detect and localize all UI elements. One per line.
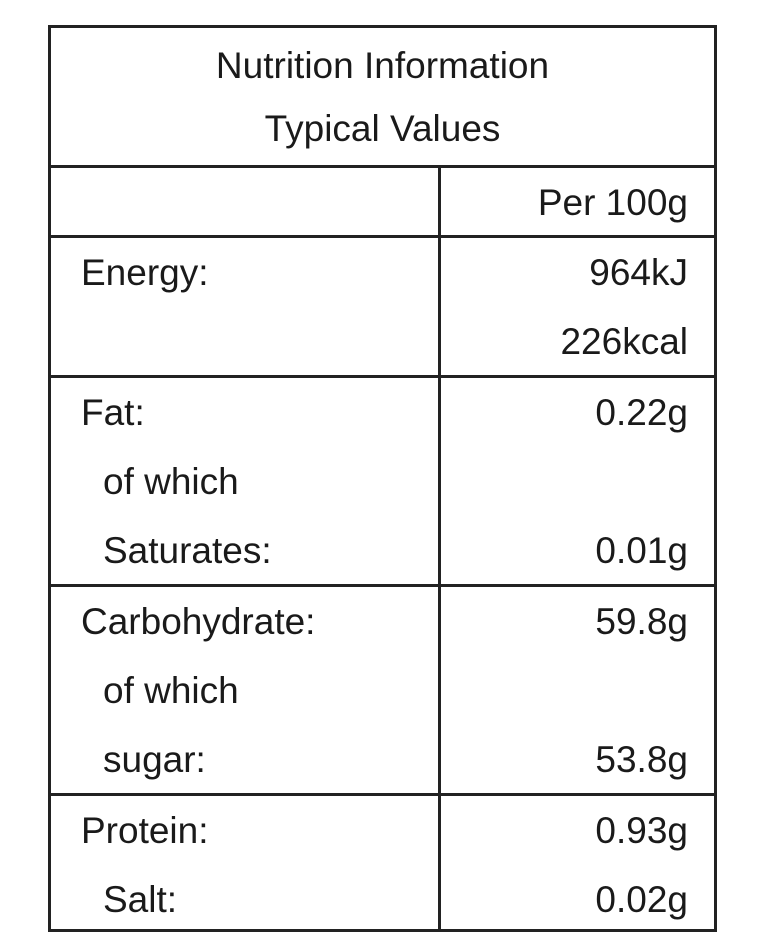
- nutrient-value: 0.02g: [595, 879, 688, 920]
- column-header: Per 100g: [537, 182, 688, 223]
- nutrition-table: Nutrition Information Typical Values Per…: [48, 25, 717, 932]
- divider: [51, 584, 714, 587]
- divider: [51, 165, 714, 168]
- nutrient-label: sugar:: [103, 739, 206, 780]
- nutrient-value: 0.22g: [595, 392, 688, 433]
- nutrient-label: of which: [103, 670, 239, 711]
- nutrient-label: Saturates:: [103, 530, 272, 571]
- divider: [51, 235, 714, 238]
- nutrient-value: 0.01g: [595, 530, 688, 571]
- subtitle: Typical Values: [264, 108, 501, 149]
- nutrient-label: of which: [103, 461, 239, 502]
- divider: [51, 375, 714, 378]
- nutrient-label: Salt:: [103, 879, 178, 920]
- divider: [51, 793, 714, 796]
- nutrient-value: 59.8g: [595, 601, 688, 642]
- nutrient-label: Energy:: [81, 252, 209, 293]
- title: Nutrition Information: [215, 45, 550, 86]
- nutrient-label: Fat:: [81, 392, 145, 433]
- nutrient-value: 53.8g: [595, 739, 688, 780]
- nutrient-value: 226kcal: [560, 321, 688, 362]
- nutrient-label: Carbohydrate:: [81, 601, 316, 642]
- nutrient-value: 0.93g: [595, 810, 688, 851]
- nutrient-value: 964kJ: [589, 252, 688, 293]
- column-divider: [438, 168, 441, 929]
- nutrient-label: Protein:: [81, 810, 209, 851]
